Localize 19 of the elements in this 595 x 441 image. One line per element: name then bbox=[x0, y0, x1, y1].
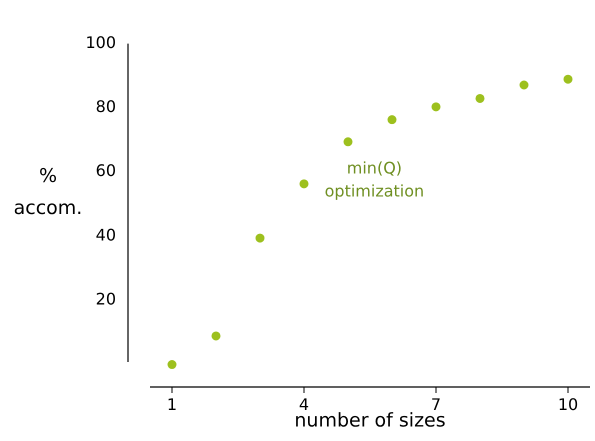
y-tick-label: 100 bbox=[85, 32, 116, 52]
point bbox=[388, 115, 396, 124]
point bbox=[168, 360, 176, 370]
y-tick-label: 40 bbox=[96, 225, 116, 244]
y-tick-label: 20 bbox=[96, 290, 116, 309]
y-axis-title: % accom. bbox=[14, 165, 82, 220]
y-tick-label: 80 bbox=[96, 96, 116, 116]
x-tick-label: 10 bbox=[558, 394, 578, 414]
point bbox=[432, 102, 440, 112]
point bbox=[256, 234, 264, 243]
point bbox=[300, 179, 308, 188]
point bbox=[476, 94, 484, 103]
point bbox=[212, 331, 220, 340]
x-tick-label: 1 bbox=[166, 394, 178, 414]
point bbox=[564, 74, 572, 84]
annotation: min(Q) optimization bbox=[324, 158, 424, 201]
y-tick-label: 60 bbox=[96, 161, 116, 180]
point bbox=[520, 80, 528, 90]
point bbox=[344, 137, 352, 146]
